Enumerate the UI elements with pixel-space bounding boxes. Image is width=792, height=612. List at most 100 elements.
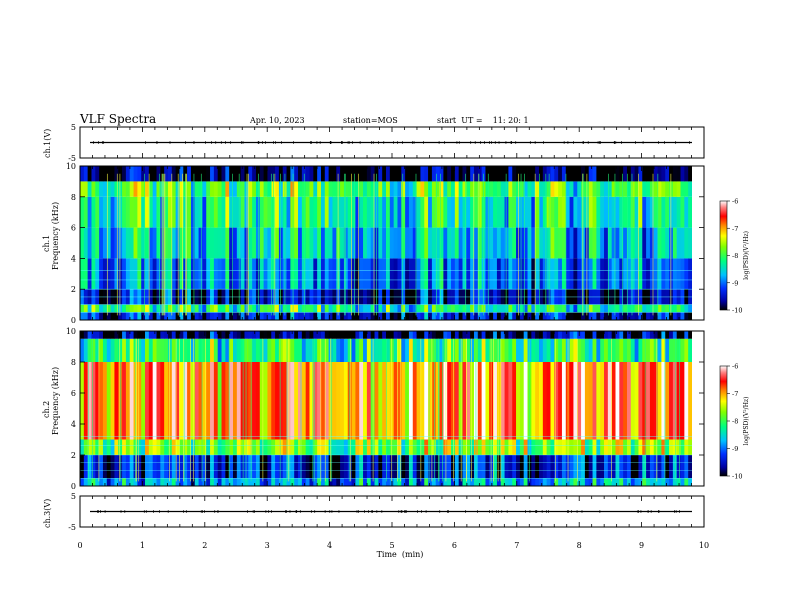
heatmap-cell bbox=[623, 312, 628, 320]
heatmap-cell bbox=[332, 312, 337, 320]
heatmap-cell bbox=[588, 362, 593, 440]
heatmap-cell bbox=[183, 439, 188, 455]
heatmap-cell bbox=[619, 331, 624, 339]
heatmap-cell bbox=[194, 478, 199, 486]
heatmap-cell bbox=[443, 362, 448, 440]
heatmap-cell bbox=[141, 331, 146, 339]
heatmap-cell bbox=[351, 439, 356, 455]
heatmap-cell bbox=[451, 181, 456, 197]
heatmap-cell bbox=[252, 331, 257, 339]
heatmap-cell bbox=[393, 227, 398, 259]
heatmap-cell bbox=[447, 312, 452, 320]
heatmap-cell bbox=[167, 338, 173, 362]
heatmap-cell bbox=[305, 455, 310, 479]
heatmap-cell bbox=[653, 196, 658, 228]
heatmap-cell bbox=[500, 166, 505, 182]
heatmap-cell bbox=[366, 478, 372, 486]
heatmap-cell bbox=[278, 455, 284, 479]
heatmap-cell bbox=[317, 312, 322, 320]
heatmap-cell bbox=[336, 455, 341, 479]
heatmap-cell bbox=[688, 227, 693, 259]
heatmap-cell bbox=[343, 478, 349, 486]
heatmap-cell bbox=[546, 455, 551, 479]
heatmap-cell bbox=[546, 478, 551, 486]
heatmap-cell bbox=[661, 362, 666, 440]
heatmap-cell bbox=[194, 362, 199, 440]
heatmap-cell bbox=[294, 227, 299, 259]
heatmap-cell bbox=[114, 439, 119, 455]
heatmap-cell bbox=[233, 338, 238, 362]
heatmap-cell bbox=[225, 331, 230, 339]
heatmap-cell bbox=[87, 304, 92, 313]
heatmap-cell bbox=[164, 331, 169, 339]
heatmap-cell bbox=[458, 258, 463, 290]
heatmap-cell bbox=[623, 455, 628, 479]
heatmap-cell bbox=[213, 258, 219, 290]
heatmap-cell bbox=[435, 258, 440, 290]
heatmap-cell bbox=[569, 304, 574, 313]
heatmap-cell bbox=[179, 258, 184, 290]
heatmap-cell bbox=[600, 455, 605, 479]
heatmap-cell bbox=[340, 439, 345, 455]
heatmap-cell bbox=[164, 181, 169, 197]
heatmap-cell bbox=[225, 478, 230, 486]
heatmap-cell bbox=[546, 166, 551, 182]
heatmap-cell bbox=[160, 331, 165, 339]
heatmap-cell bbox=[221, 258, 226, 290]
heatmap-cell bbox=[519, 455, 525, 479]
heatmap-cell bbox=[286, 196, 291, 228]
heatmap-cell bbox=[416, 196, 421, 228]
heatmap-cell bbox=[278, 478, 284, 486]
heatmap-cell bbox=[370, 166, 375, 182]
heatmap-cell bbox=[473, 304, 479, 313]
heatmap-cell bbox=[401, 331, 406, 339]
heatmap-cell bbox=[397, 331, 402, 339]
heatmap-cell bbox=[267, 312, 272, 320]
heatmap-cell bbox=[420, 338, 425, 362]
heatmap-cell bbox=[91, 304, 96, 313]
heatmap-cell bbox=[527, 362, 532, 440]
heatmap-cell bbox=[665, 362, 670, 440]
heatmap-cell bbox=[236, 455, 242, 479]
heatmap-cell bbox=[588, 196, 593, 228]
heatmap-cell bbox=[512, 196, 517, 228]
heatmap-cell bbox=[206, 338, 211, 362]
heatmap-cell bbox=[500, 478, 505, 486]
heatmap-cell bbox=[110, 258, 115, 290]
heatmap-cell bbox=[496, 331, 502, 339]
heatmap-cell bbox=[412, 258, 418, 290]
heatmap-cell bbox=[278, 439, 284, 455]
heatmap-cell bbox=[290, 478, 295, 486]
heatmap-cell bbox=[466, 455, 471, 479]
heatmap-cell bbox=[401, 258, 406, 290]
heatmap-cell bbox=[359, 439, 364, 455]
heatmap-cell bbox=[477, 331, 483, 339]
heatmap-cell bbox=[309, 181, 314, 197]
heatmap-cell bbox=[443, 312, 448, 320]
heatmap-cell bbox=[95, 455, 100, 479]
heatmap-cell bbox=[607, 455, 613, 479]
heatmap-cell bbox=[539, 331, 544, 339]
heatmap-cell bbox=[171, 227, 177, 259]
heatmap-cell bbox=[447, 362, 452, 440]
heatmap-cell bbox=[569, 331, 574, 339]
heatmap-cell bbox=[523, 331, 528, 339]
heatmap-cell bbox=[370, 227, 375, 259]
heatmap-cell bbox=[672, 439, 678, 455]
heatmap-cell bbox=[305, 478, 310, 486]
heatmap-cell bbox=[634, 196, 639, 228]
heatmap-cell bbox=[378, 455, 383, 479]
heatmap-cell bbox=[638, 455, 643, 479]
heatmap-cell bbox=[164, 439, 169, 455]
heatmap-cell bbox=[183, 362, 188, 440]
heatmap-cell bbox=[504, 362, 509, 440]
heatmap-cell bbox=[275, 362, 280, 440]
heatmap-cell bbox=[619, 362, 624, 440]
heatmap-cell bbox=[114, 227, 119, 259]
heatmap-cell bbox=[99, 478, 104, 486]
heatmap-cell bbox=[569, 362, 574, 440]
heatmap-cell bbox=[573, 196, 578, 228]
heatmap-cell bbox=[351, 455, 356, 479]
heatmap-cell bbox=[125, 312, 131, 320]
heatmap-cell bbox=[504, 331, 509, 339]
